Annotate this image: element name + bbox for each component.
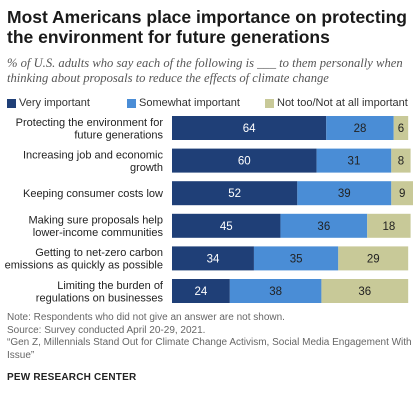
data-label: 9 bbox=[399, 188, 405, 200]
legend-item-somewhat: Somewhat important bbox=[127, 97, 240, 109]
legend-label-very: Very important bbox=[19, 97, 90, 109]
bar-segment-nottoo bbox=[367, 213, 411, 238]
bar-segment-somewhat bbox=[326, 116, 394, 140]
bar-segment-very bbox=[172, 181, 298, 206]
legend-label-nottoo: Not too/Not at all important bbox=[277, 97, 408, 109]
bar-segment-very bbox=[172, 246, 254, 271]
data-label: 36 bbox=[358, 286, 371, 298]
bar-segment-somewhat bbox=[297, 181, 392, 206]
bar-segment-nottoo bbox=[393, 116, 409, 140]
source-organization: PEW RESEARCH CENTER bbox=[7, 372, 137, 383]
report-title-line: “Gen Z, Millennials Stand Out for Climat… bbox=[7, 337, 412, 361]
chart-subtitle: % of U.S. adults who say each of the fol… bbox=[7, 56, 403, 85]
data-label: 39 bbox=[338, 188, 351, 200]
data-label: 28 bbox=[354, 123, 367, 135]
legend-item-very: Very important bbox=[7, 97, 90, 109]
data-label: 38 bbox=[269, 286, 282, 298]
category-label: Protecting the environment for future gen… bbox=[16, 117, 164, 142]
data-label: 45 bbox=[220, 221, 233, 233]
bar-segment-nottoo bbox=[321, 279, 409, 303]
legend-swatch-very bbox=[7, 98, 16, 108]
data-label: 60 bbox=[238, 156, 251, 168]
chart-title: Most Americans place importance on prote… bbox=[7, 7, 407, 47]
bar-segment-somewhat bbox=[316, 148, 392, 173]
data-label: 24 bbox=[195, 286, 208, 298]
bar-segment-very bbox=[172, 148, 317, 173]
data-label: 36 bbox=[317, 221, 330, 233]
data-label: 52 bbox=[228, 188, 241, 200]
bar-segment-somewhat bbox=[280, 213, 368, 238]
data-label: 29 bbox=[367, 253, 380, 265]
data-label: 31 bbox=[348, 156, 361, 168]
note-line: Note: Respondents who did not give an an… bbox=[7, 312, 285, 323]
data-label: 34 bbox=[207, 253, 220, 265]
data-label: 8 bbox=[398, 156, 404, 168]
bar-segment-very bbox=[172, 213, 281, 238]
category-label: Making sure proposals help lower-income c… bbox=[28, 215, 163, 240]
source-line: Source: Survey conducted April 20-29, 20… bbox=[7, 324, 206, 336]
legend-swatch-nottoo bbox=[265, 98, 274, 108]
category-label: Increasing job and economic growth bbox=[23, 149, 164, 174]
data-label: 64 bbox=[243, 123, 256, 135]
bar-segment-very bbox=[172, 279, 230, 303]
stacked-bar-chart: Protecting the environment for future gen… bbox=[5, 116, 413, 305]
data-label: 35 bbox=[290, 253, 303, 265]
data-label: 6 bbox=[398, 123, 404, 135]
legend: Very important Somewhat important Not to… bbox=[7, 97, 417, 111]
bar-segment-nottoo bbox=[338, 246, 409, 271]
category-label: Limiting the burden of regulations on bus… bbox=[36, 280, 164, 305]
bar-segment-somewhat bbox=[253, 246, 339, 271]
bar-segment-nottoo bbox=[391, 148, 411, 173]
category-label: Keeping consumer costs low bbox=[23, 188, 163, 200]
legend-swatch-somewhat bbox=[127, 98, 136, 108]
bar-segment-very bbox=[172, 116, 327, 140]
category-label: Getting to net-zero carbon emissions as q… bbox=[5, 247, 163, 272]
notes: Note: Respondents who did not give an an… bbox=[7, 312, 415, 362]
data-label: 18 bbox=[383, 221, 396, 233]
bar-segment-nottoo bbox=[391, 181, 413, 206]
legend-item-nottoo: Not too/Not at all important bbox=[265, 97, 408, 109]
legend-label-somewhat: Somewhat important bbox=[139, 97, 240, 109]
bar-segment-somewhat bbox=[229, 279, 322, 303]
